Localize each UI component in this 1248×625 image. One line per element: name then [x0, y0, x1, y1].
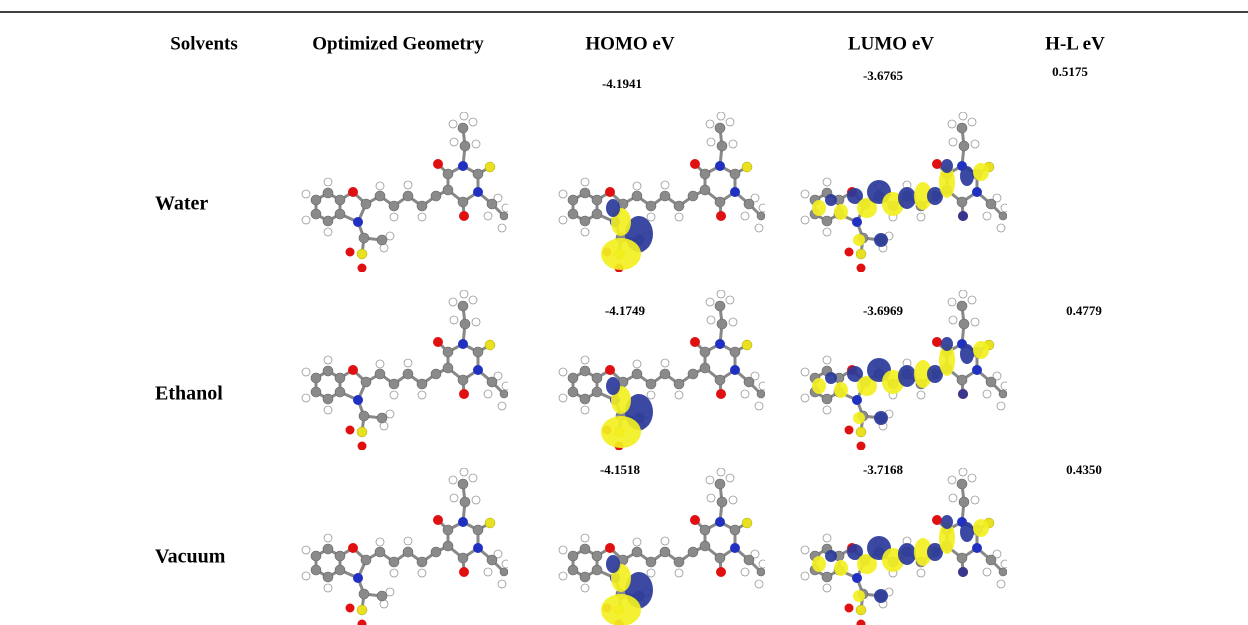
solvent: Water — [155, 193, 208, 215]
lumo: -3.7168 — [863, 462, 904, 477]
homo-lobes — [601, 377, 653, 448]
col-header: Solvents — [170, 33, 238, 54]
col-header: Optimized Geometry — [312, 33, 484, 54]
lumo: -3.6765 — [863, 68, 904, 83]
gap: 0.4350 — [1066, 462, 1102, 477]
homo: -4.1941 — [602, 76, 642, 91]
homo-orbital — [559, 112, 767, 273]
homo: -4.1518 — [600, 462, 641, 477]
solvent: Vacuum — [155, 546, 226, 568]
geometry — [302, 290, 510, 451]
gap: 0.4779 — [1066, 303, 1102, 318]
homo-lobes — [601, 199, 653, 270]
geometry — [302, 112, 510, 273]
col-header: LUMO eV — [848, 33, 934, 54]
lumo: -3.6969 — [863, 303, 904, 318]
col-header: H-L eV — [1045, 33, 1105, 54]
row-water: Water -4.1941 -3.6765 0.5175 — [155, 64, 1088, 273]
homo: -4.1749 — [605, 303, 646, 318]
col-header: HOMO eV — [585, 33, 674, 54]
geometry — [302, 468, 510, 625]
homo-orbital — [559, 468, 767, 625]
row-vacuum: Vacuum -4.1518 -3.7168 0.4350 — [155, 462, 1102, 625]
gap: 0.5175 — [1052, 64, 1088, 79]
solvent: Ethanol — [155, 383, 223, 405]
page: Solvents Optimized Geometry HOMO eV LUMO… — [0, 0, 1248, 625]
homo-orbital — [559, 290, 767, 451]
row-ethanol: Ethanol -4.1749 -3.6969 0.4779 — [155, 290, 1102, 451]
homo-lobes — [601, 555, 653, 625]
